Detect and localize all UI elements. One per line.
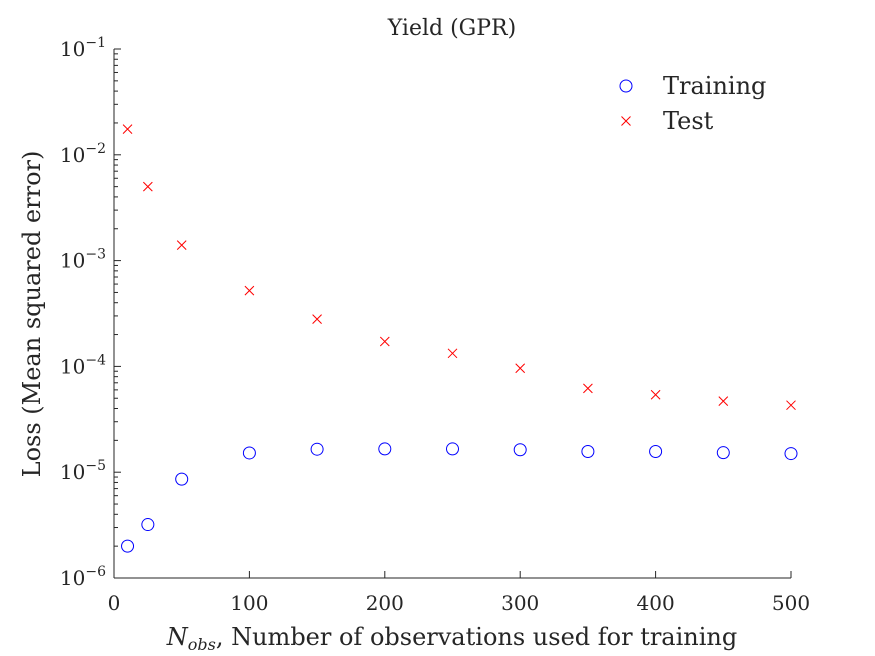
test-point xyxy=(650,389,661,400)
y-tick-label: 10−2 xyxy=(60,141,106,167)
y-tick-label: 10−4 xyxy=(60,352,106,378)
training-point xyxy=(513,443,527,457)
x-axis-label-subscript: obs xyxy=(188,635,216,654)
x-tick-label: 300 xyxy=(501,591,539,615)
x-axis-label-symbol: N xyxy=(166,623,189,651)
test-point xyxy=(379,336,390,347)
y-tick-label: 10−3 xyxy=(60,247,106,273)
training-point xyxy=(378,442,392,456)
legend: Training Test xyxy=(619,72,766,135)
test-point xyxy=(583,383,593,394)
training-point xyxy=(716,446,730,460)
y-tick-label: 10−5 xyxy=(60,458,106,484)
test-point xyxy=(122,124,133,134)
y-tick-label: 10−1 xyxy=(60,35,106,61)
x-tick-label: 0 xyxy=(108,591,121,615)
training-point xyxy=(784,447,798,461)
legend-training-marker xyxy=(619,79,633,93)
x-tick-label: 400 xyxy=(637,591,675,615)
training-point xyxy=(242,446,256,460)
x-axis-label: Nobs, Number of observations used for tr… xyxy=(166,623,738,654)
training-point xyxy=(446,442,459,456)
plot-marks xyxy=(121,124,798,553)
training-point xyxy=(310,442,324,456)
x-tick-label: 100 xyxy=(230,591,268,615)
axes: 0 100 200 300 400 500 10−1 10−2 10−3 10−4 10−5 10−6 xyxy=(60,35,810,615)
y-tick-label: 10−6 xyxy=(60,564,106,590)
y-axis-label: Loss (Mean squared error) xyxy=(18,151,46,478)
x-tick-label: 200 xyxy=(366,591,404,615)
test-point xyxy=(312,314,322,324)
legend-training-label: Training xyxy=(663,72,766,100)
test-point xyxy=(515,363,526,374)
test-point xyxy=(142,181,153,192)
x-axis-label-rest: , Number of observations used for traini… xyxy=(216,623,737,651)
test-point xyxy=(244,285,255,296)
training-point xyxy=(581,444,595,458)
test-point xyxy=(718,396,729,406)
training-point xyxy=(141,518,155,532)
x-tick-label: 500 xyxy=(772,591,810,615)
training-point xyxy=(121,539,135,553)
training-point xyxy=(175,472,189,486)
test-point xyxy=(786,400,796,411)
test-point xyxy=(447,348,458,359)
training-point xyxy=(649,444,663,458)
series-training xyxy=(121,442,798,553)
test-point xyxy=(176,240,187,250)
chart-title: Yield (GPR) xyxy=(387,16,516,41)
series-test xyxy=(122,124,796,411)
legend-test-marker xyxy=(621,116,631,126)
legend-test-label: Test xyxy=(663,107,714,135)
